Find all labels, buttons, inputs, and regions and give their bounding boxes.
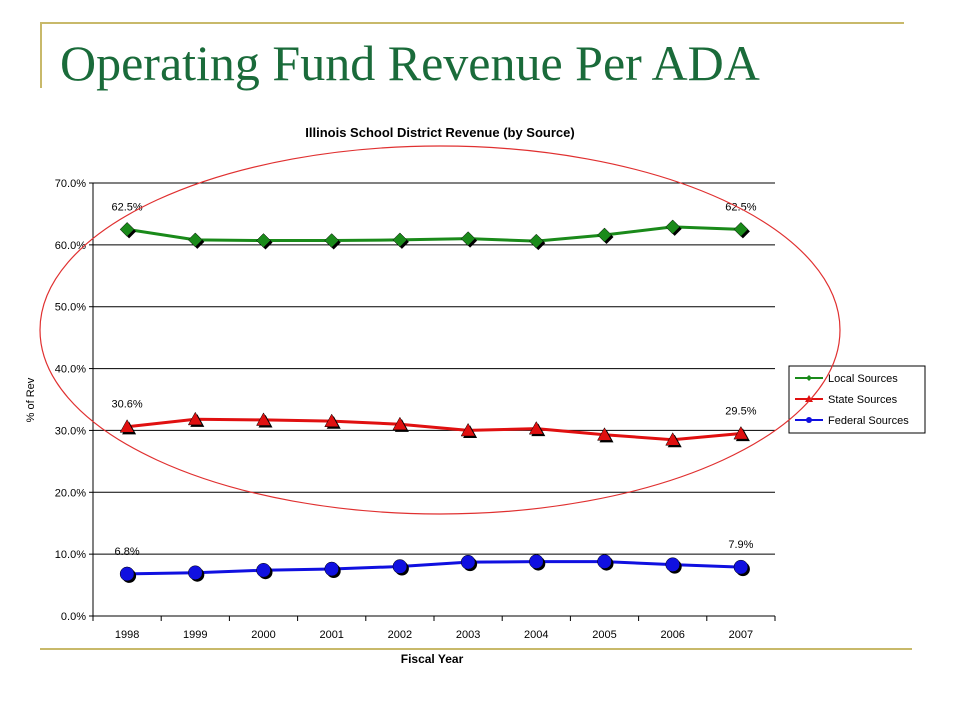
federal-sources-point (256, 562, 271, 578)
x-tick-label: 2006 (660, 629, 684, 641)
federal-sources-legend-marker (806, 417, 812, 423)
slide-title: Operating Fund Revenue Per ADA (60, 35, 760, 91)
state-sources-start-label: 30.6% (111, 399, 142, 411)
local-sources-point (256, 233, 271, 248)
x-axis-label: Fiscal Year (401, 652, 464, 666)
federal-sources-series-line (127, 560, 741, 576)
state-sources-point (528, 421, 544, 435)
y-tick-label: 60.0% (55, 240, 86, 252)
local-sources-point (665, 219, 681, 235)
federal-sources-legend-label: Federal Sources (828, 415, 909, 427)
state-sources-point (665, 432, 681, 446)
local-sources-series-line (126, 225, 741, 243)
x-tick-label: 1998 (115, 629, 139, 641)
local-sources-start-label: 62.5% (111, 201, 142, 213)
x-tick-label: 2004 (524, 629, 548, 641)
local-sources-point (597, 227, 612, 243)
federal-sources-point (460, 554, 476, 570)
legend: Local Sources State Sources Federal Source… (788, 365, 926, 434)
chart-title: Illinois School District Revenue (by Sou… (305, 125, 574, 140)
federal-sources-point (665, 557, 680, 572)
local-sources-point (187, 232, 203, 248)
federal-sources-point (597, 554, 612, 569)
state-sources-point (597, 427, 612, 441)
federal-sources-point (733, 559, 749, 575)
x-tick-label: 2005 (592, 629, 616, 641)
y-tick-label: 70.0% (55, 178, 86, 190)
local-sources-point (460, 231, 476, 247)
left-rule (40, 22, 42, 88)
y-tick-label: 0.0% (61, 611, 86, 623)
x-tick-label: 2000 (251, 629, 275, 641)
x-tick-label: 1999 (183, 629, 207, 641)
local-sources-legend-marker (806, 375, 812, 381)
y-axis-label: % of Rev (25, 377, 37, 422)
local-sources-point (733, 222, 749, 237)
state-sources-point (256, 412, 271, 426)
state-sources-point (119, 419, 135, 433)
y-tick-label: 40.0% (55, 364, 86, 376)
state-sources-point (392, 416, 408, 431)
x-tick-label: 2001 (319, 629, 343, 641)
state-sources-point (460, 422, 476, 437)
federal-sources-end-label: 7.9% (728, 539, 753, 551)
state-sources-point (324, 413, 340, 427)
bottom-rule (40, 648, 912, 650)
state-sources-legend-label: State Sources (828, 394, 898, 406)
x-tick-label: 2002 (388, 629, 412, 641)
federal-sources-point (324, 561, 339, 577)
x-tick-label: 2007 (729, 629, 753, 641)
state-sources-series-line (126, 417, 742, 442)
top-rule (40, 22, 904, 24)
y-tick-label: 30.0% (55, 425, 86, 437)
highlight-ellipse (39, 145, 841, 515)
local-sources-point (392, 232, 408, 248)
local-sources-point (119, 222, 135, 237)
x-tick-label: 2003 (456, 629, 480, 641)
y-tick-label: 10.0% (55, 549, 86, 561)
y-tick-label: 50.0% (55, 302, 86, 314)
federal-sources-point (188, 565, 203, 580)
state-sources-point (733, 426, 749, 440)
y-tick-label: 20.0% (55, 487, 86, 499)
local-sources-point (324, 233, 340, 248)
local-sources-legend-label: Local Sources (828, 373, 898, 385)
state-sources-legend-marker (805, 395, 813, 402)
federal-sources-point (392, 559, 408, 574)
state-sources-end-label: 29.5% (725, 406, 756, 418)
federal-sources-point (119, 566, 135, 582)
local-sources-point (528, 233, 544, 249)
state-sources-point (187, 411, 203, 426)
federal-sources-start-label: 6.8% (115, 546, 140, 558)
federal-sources-point (529, 554, 544, 569)
